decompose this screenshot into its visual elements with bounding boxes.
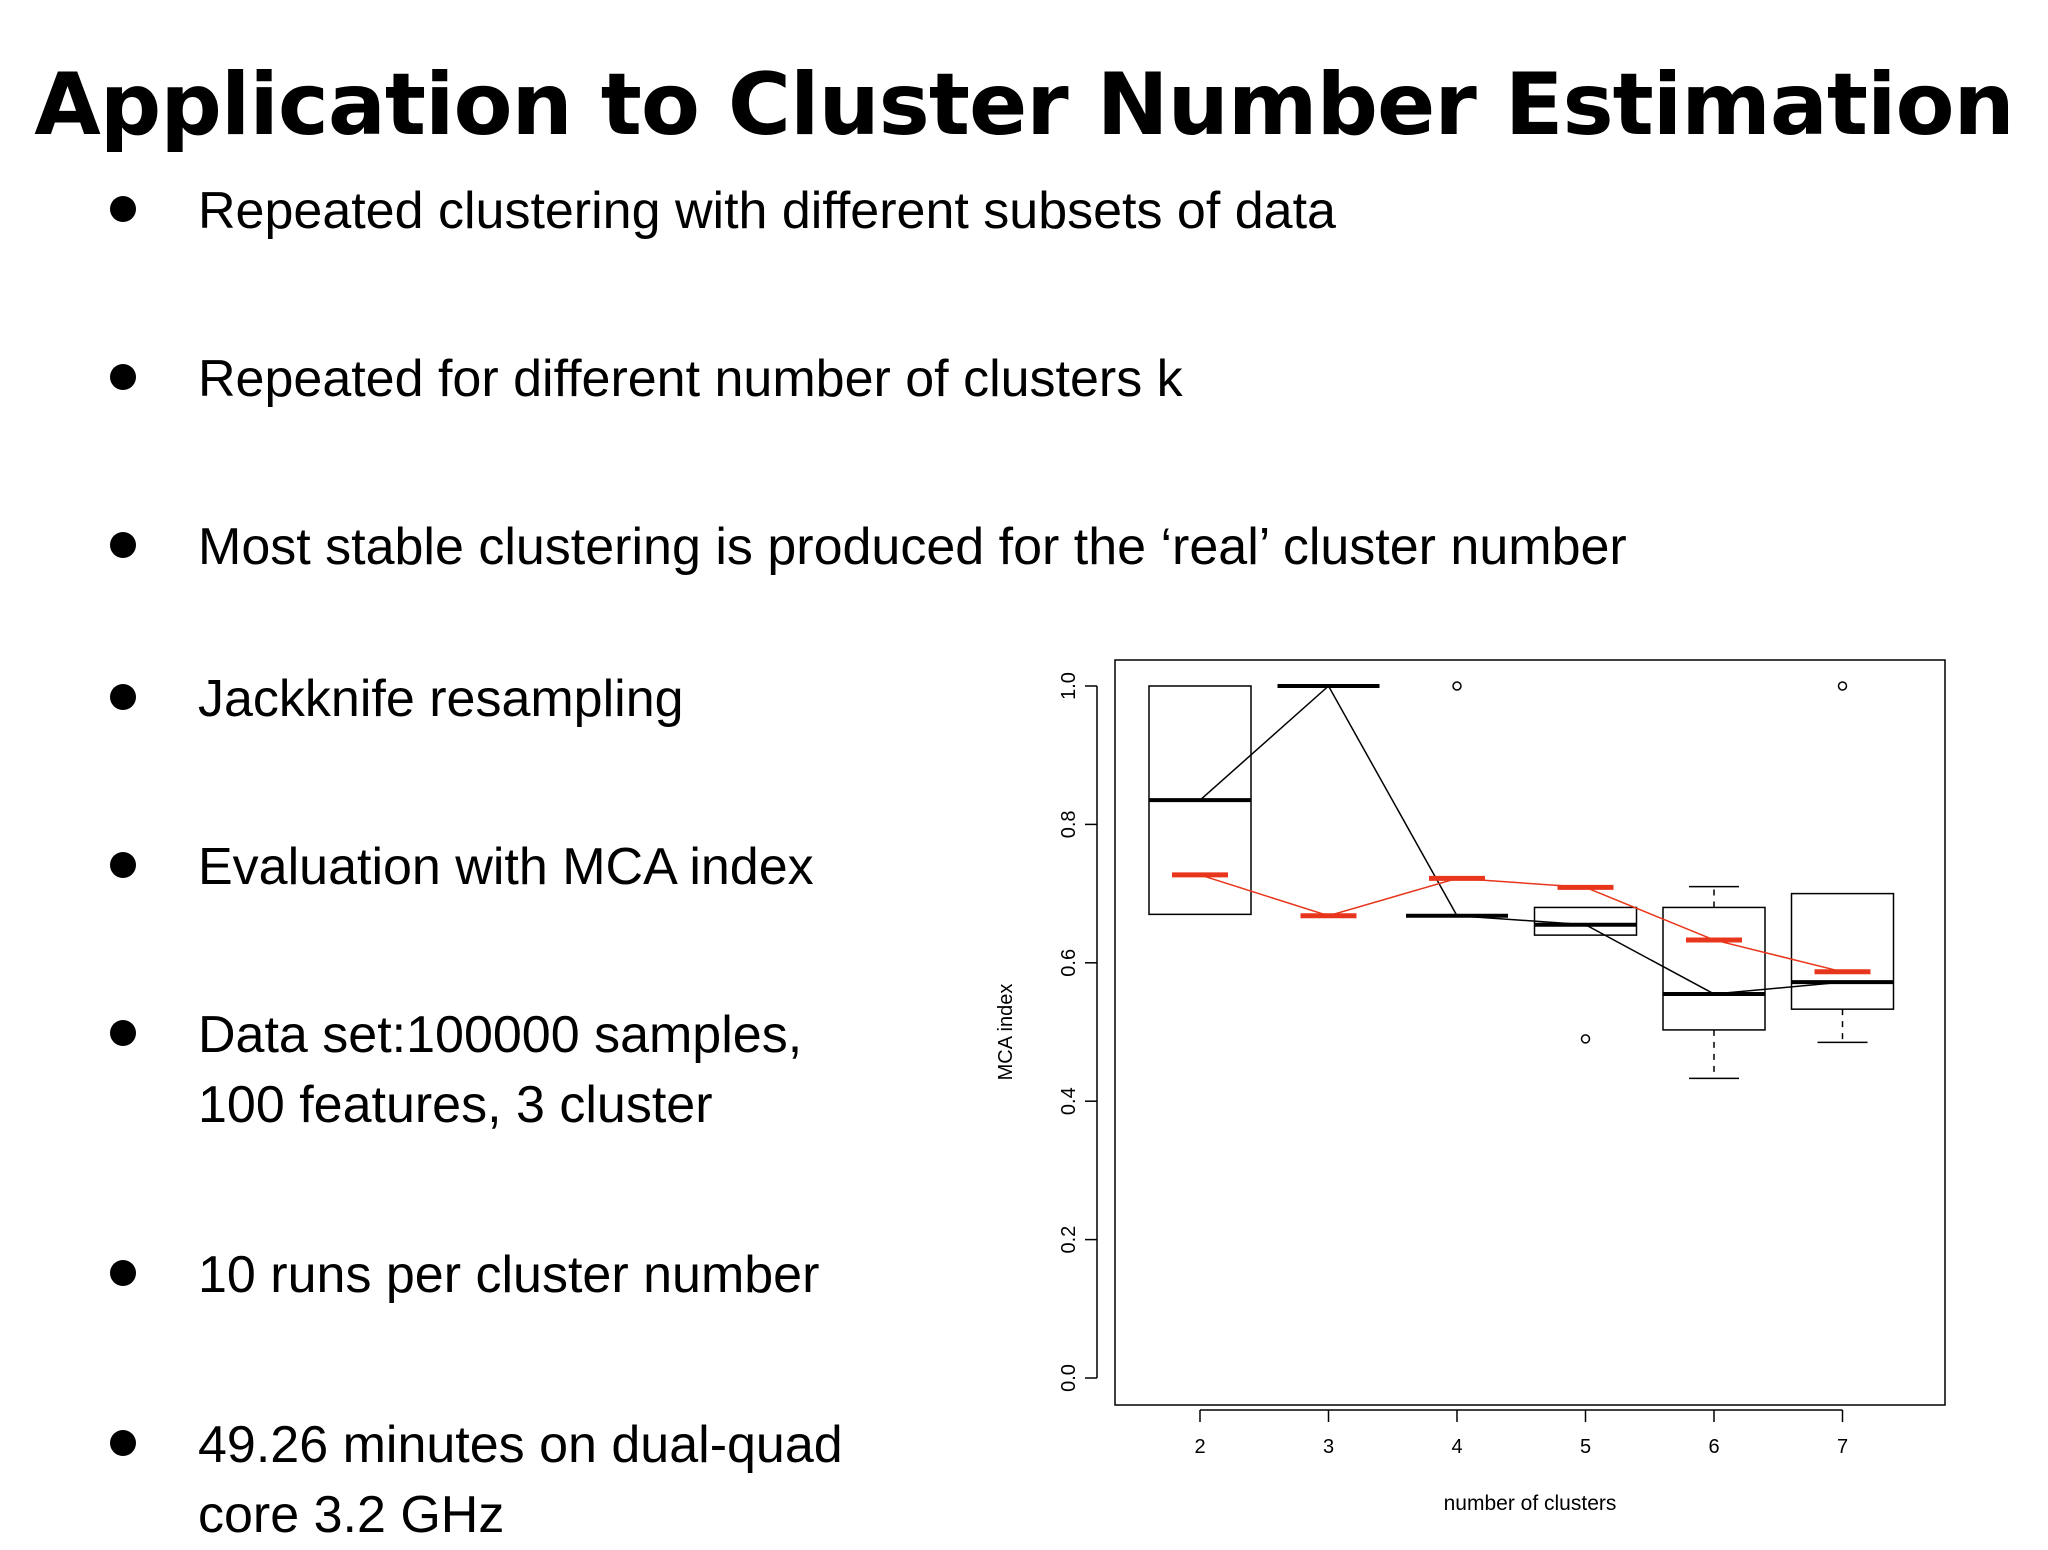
bullet-line: core 3.2 GHz	[198, 1486, 505, 1544]
x-tick-label: 6	[1708, 1436, 1719, 1458]
bullet-text: Jackknife resampling	[198, 664, 684, 734]
series-line	[1199, 874, 1843, 973]
x-tick-label: 5	[1580, 1436, 1591, 1458]
chart-svg: 0.0 0.2 0.4 0.6 0.8 1.0 MCA index 2 3 4 5 6 7 number …	[995, 659, 1946, 1515]
bullet-line: 100 features, 3 cluster	[198, 1076, 713, 1134]
bullet-text: Most stable clustering is produced for t…	[198, 512, 1627, 582]
bullet-text: 49.26 minutes on dual-quad core 3.2 GHz	[198, 1410, 843, 1550]
y-tick-label: 0.2	[1058, 1226, 1080, 1254]
bullet-line: Repeated clustering with different subse…	[198, 182, 1336, 240]
y-tick-label: 0.4	[1058, 1087, 1080, 1115]
x-tick-label: 3	[1323, 1436, 1334, 1458]
bullet-text: 10 runs per cluster number	[198, 1240, 819, 1310]
bullet-line: Data set:100000 samples,	[198, 1006, 803, 1064]
bullet-line: Evaluation with MCA index	[198, 838, 814, 896]
bullet-dot-icon	[110, 1260, 136, 1286]
outlier-point	[1452, 681, 1462, 691]
bullet-dot-icon	[110, 364, 136, 390]
bullet-dot-icon	[110, 196, 136, 222]
slide-title: Application to Cluster Number Estimation	[34, 55, 2015, 155]
boxplot-chart: 0.0 0.2 0.4 0.6 0.8 1.0 MCA index 2 3 4 5 6 7 number …	[990, 650, 1990, 1530]
bullet-dot-icon	[110, 532, 136, 558]
outlier-point	[1580, 1034, 1591, 1044]
bullet-text: Evaluation with MCA index	[198, 832, 814, 902]
y-tick-label: 0.0	[1058, 1364, 1080, 1392]
plot-frame	[1114, 659, 1946, 1406]
y-axis-label: MCA index	[995, 984, 1017, 1081]
bullet-line: Repeated for different number of cluster…	[198, 350, 1183, 408]
bullet-text: Repeated clustering with different subse…	[198, 176, 1336, 246]
box	[1790, 892, 1895, 1010]
bullet-line: Jackknife resampling	[198, 670, 684, 728]
bullet-dot-icon	[110, 1430, 136, 1456]
bullet-dot-icon	[110, 684, 136, 710]
x-tick-label: 4	[1451, 1436, 1462, 1458]
box	[1533, 906, 1638, 936]
x-tick-label: 7	[1837, 1436, 1848, 1458]
outlier-point	[1837, 681, 1848, 691]
x-tick-label: 2	[1194, 1436, 1205, 1458]
bullet-text: Data set:100000 samples, 100 features, 3 …	[198, 1000, 802, 1140]
bullet-dot-icon	[110, 1020, 136, 1046]
y-tick-label: 1.0	[1058, 672, 1080, 700]
y-tick-label: 0.6	[1058, 949, 1080, 977]
bullet-text: Repeated for different number of cluster…	[198, 344, 1183, 414]
bullet-dot-icon	[110, 852, 136, 878]
x-axis-label: number of clusters	[1444, 1492, 1617, 1515]
bullet-line: 10 runs per cluster number	[198, 1246, 820, 1304]
series-line	[1199, 684, 1843, 995]
bullet-line: 49.26 minutes on dual-quad	[198, 1416, 843, 1474]
bullet-line: Most stable clustering is produced for t…	[198, 518, 1627, 576]
y-tick-label: 0.8	[1058, 810, 1080, 838]
